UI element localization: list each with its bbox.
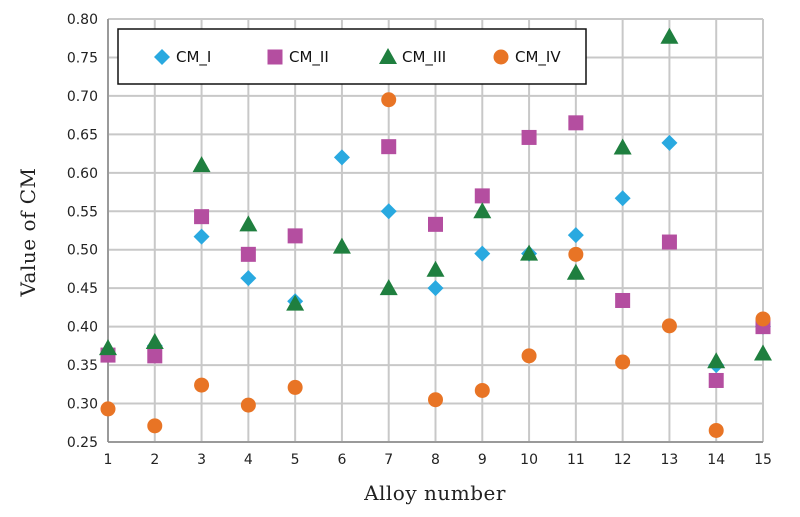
series-cm-iii (99, 27, 772, 369)
y-tick-label: 0.75 (67, 50, 98, 66)
data-point-cm-ii (568, 115, 584, 131)
y-tick-label: 0.65 (67, 127, 98, 143)
data-point-cm-iii (707, 352, 726, 369)
data-point-cm-iii (426, 260, 445, 277)
data-point-cm-iv (755, 311, 771, 327)
axes (107, 19, 763, 443)
legend-label: CM_IV (515, 48, 561, 67)
data-point-cm-i (380, 203, 397, 220)
data-point-cm-ii (240, 246, 256, 262)
data-point-cm-iii (286, 294, 305, 311)
data-point-cm-iv (661, 318, 677, 334)
y-tick-label: 0.30 (67, 397, 98, 413)
data-point-cm-iii (520, 244, 539, 261)
data-point-cm-iv (474, 382, 490, 398)
x-tick-label: 10 (520, 452, 538, 468)
data-point-cm-iv (428, 392, 443, 408)
y-tick-label: 0.50 (67, 243, 98, 259)
data-point-cm-i (567, 227, 584, 244)
y-tick-label: 0.45 (67, 281, 98, 297)
data-point-cm-i (661, 134, 678, 151)
data-point-cm-ii (194, 209, 210, 225)
x-axis-title: Alloy number (363, 481, 506, 505)
x-tick-label: 14 (707, 452, 725, 468)
legend-label: CM_I (176, 48, 211, 67)
x-tick-label: 1 (104, 452, 113, 468)
data-point-cm-ii (147, 348, 163, 364)
data-point-cm-iii (192, 156, 211, 173)
y-tick-label: 0.55 (67, 204, 98, 220)
series-cm-iv (100, 92, 771, 438)
data-point-cm-iv (194, 377, 210, 393)
y-tick-label: 0.25 (67, 435, 98, 451)
x-tick-label: 6 (337, 452, 346, 468)
data-point-cm-i (240, 270, 257, 287)
y-tick-label: 0.70 (67, 89, 98, 105)
x-tick-label: 13 (661, 452, 679, 468)
data-point-cm-iv (100, 401, 116, 417)
data-point-cm-iv (615, 354, 631, 370)
legend-marker-cm-iv (493, 49, 509, 65)
x-tick-label: 3 (197, 452, 206, 468)
data-point-cm-ii (287, 228, 303, 244)
data-point-cm-iii (145, 333, 164, 350)
y-tick-label: 0.80 (67, 12, 98, 28)
data-point-cm-ii (428, 216, 443, 232)
legend-marker-cm-iii (379, 48, 397, 64)
data-point-cm-iii (754, 344, 772, 361)
x-tick-label: 2 (150, 452, 159, 468)
data-point-cm-ii (381, 139, 397, 155)
data-point-cm-iv (240, 397, 256, 413)
x-tick-label: 8 (431, 452, 440, 468)
data-point-cm-iii (379, 279, 398, 296)
data-point-cm-iii (99, 339, 117, 356)
data-point-cm-ii (708, 372, 724, 388)
data-point-cm-iii (332, 237, 351, 254)
data-point-cm-iv (521, 348, 537, 364)
legend-marker-cm-ii (267, 49, 283, 65)
legend-label: CM_III (402, 48, 446, 67)
data-point-cm-i (474, 245, 491, 262)
data-point-cm-i (333, 149, 350, 166)
x-tick-label: 11 (567, 452, 585, 468)
y-axis-title: Value of CM (16, 167, 40, 297)
y-tick-label: 0.40 (67, 320, 98, 336)
data-point-cm-i (193, 228, 210, 245)
data-point-cm-i (614, 190, 631, 207)
x-tick-label: 9 (478, 452, 487, 468)
legend-marker-cm-i (154, 49, 170, 65)
tick-labels: 0.25 0.30 0.35 0.40 0.45 0.50 0.55 0.60 0.65 0.70… (67, 12, 772, 468)
data-point-cm-ii (474, 188, 490, 204)
data-point-cm-iv (708, 422, 724, 438)
data-point-cm-ii (615, 292, 631, 308)
data-point-cm-i (427, 280, 444, 297)
legend-label: CM_II (289, 48, 329, 67)
data-point-cm-iv (568, 246, 584, 262)
data-point-cm-ii (661, 234, 677, 250)
data-point-cm-ii (521, 129, 537, 145)
data-point-cm-iii (566, 263, 585, 280)
x-tick-label: 7 (384, 452, 393, 468)
x-tick-label: 5 (291, 452, 300, 468)
data-point-cm-iii (613, 138, 632, 155)
y-tick-label: 0.60 (67, 166, 98, 182)
data-point-cm-iii (660, 27, 679, 44)
x-tick-label: 15 (754, 452, 772, 468)
data-point-cm-iii (239, 215, 258, 232)
data-point-cm-iv (147, 418, 163, 434)
x-tick-label: 4 (244, 452, 253, 468)
y-tick-label: 0.35 (67, 358, 98, 374)
data-points (99, 27, 772, 438)
data-point-cm-iii (473, 202, 492, 219)
data-point-cm-iv (287, 379, 303, 395)
data-point-cm-iv (381, 92, 397, 108)
legend: CM_I CM_II CM_III CM_IV (117, 28, 587, 85)
x-tick-label: 12 (614, 452, 632, 468)
